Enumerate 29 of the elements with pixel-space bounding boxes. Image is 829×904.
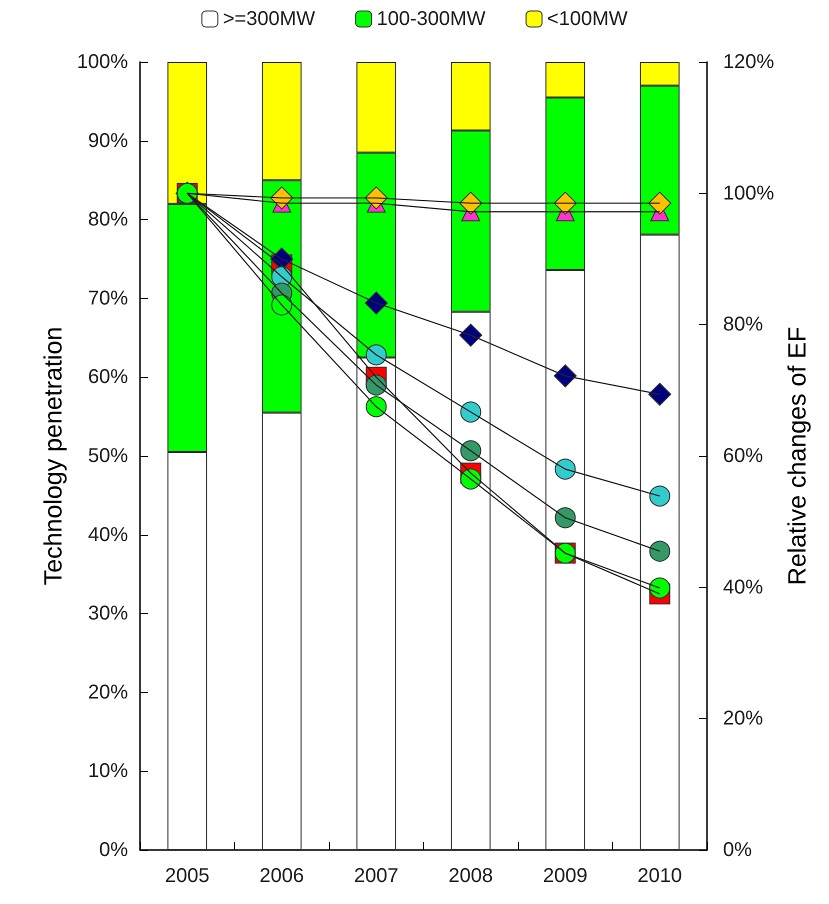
y-tick-label: 60%: [88, 366, 128, 388]
y-tick-label: 80%: [88, 208, 128, 231]
y-tick-label: 10%: [88, 760, 128, 782]
y2-axis-title: Relative changes of EF: [784, 326, 812, 586]
x-tick-label: 2005: [165, 865, 210, 887]
legend-label: >=300MW: [222, 8, 316, 30]
y-tick-label: 50%: [88, 445, 128, 467]
y-tick-label: 0%: [99, 839, 128, 861]
y2-tick-label: 120%: [723, 51, 774, 73]
y2-tick-label: 0%: [723, 839, 752, 861]
y2-tick-label: 20%: [723, 708, 764, 730]
y-axis-title: Technology penetration: [39, 326, 68, 586]
y-tick-label: 70%: [88, 287, 128, 310]
x-tick-label: 2007: [354, 865, 398, 887]
x-tick-label: 2009: [543, 865, 588, 887]
y-tick-label: 30%: [88, 602, 128, 625]
y-tick-label: 20%: [88, 681, 128, 704]
y2-tick-label: 100%: [723, 182, 774, 204]
x-tick-label: 2006: [260, 865, 304, 887]
legend-label: 100-300MW: [376, 8, 486, 30]
y2-tick-label: 80%: [723, 314, 764, 336]
legend-label: <100MW: [547, 8, 628, 30]
x-tick-label: 2010: [638, 865, 682, 887]
y2-tick-label: 40%: [723, 576, 764, 598]
x-tick-label: 2008: [448, 865, 493, 887]
y-tick-label: 90%: [88, 130, 128, 152]
y-tick-label: 100%: [76, 51, 128, 73]
y-tick-label: 40%: [88, 524, 128, 546]
y2-tick-label: 60%: [723, 445, 764, 467]
